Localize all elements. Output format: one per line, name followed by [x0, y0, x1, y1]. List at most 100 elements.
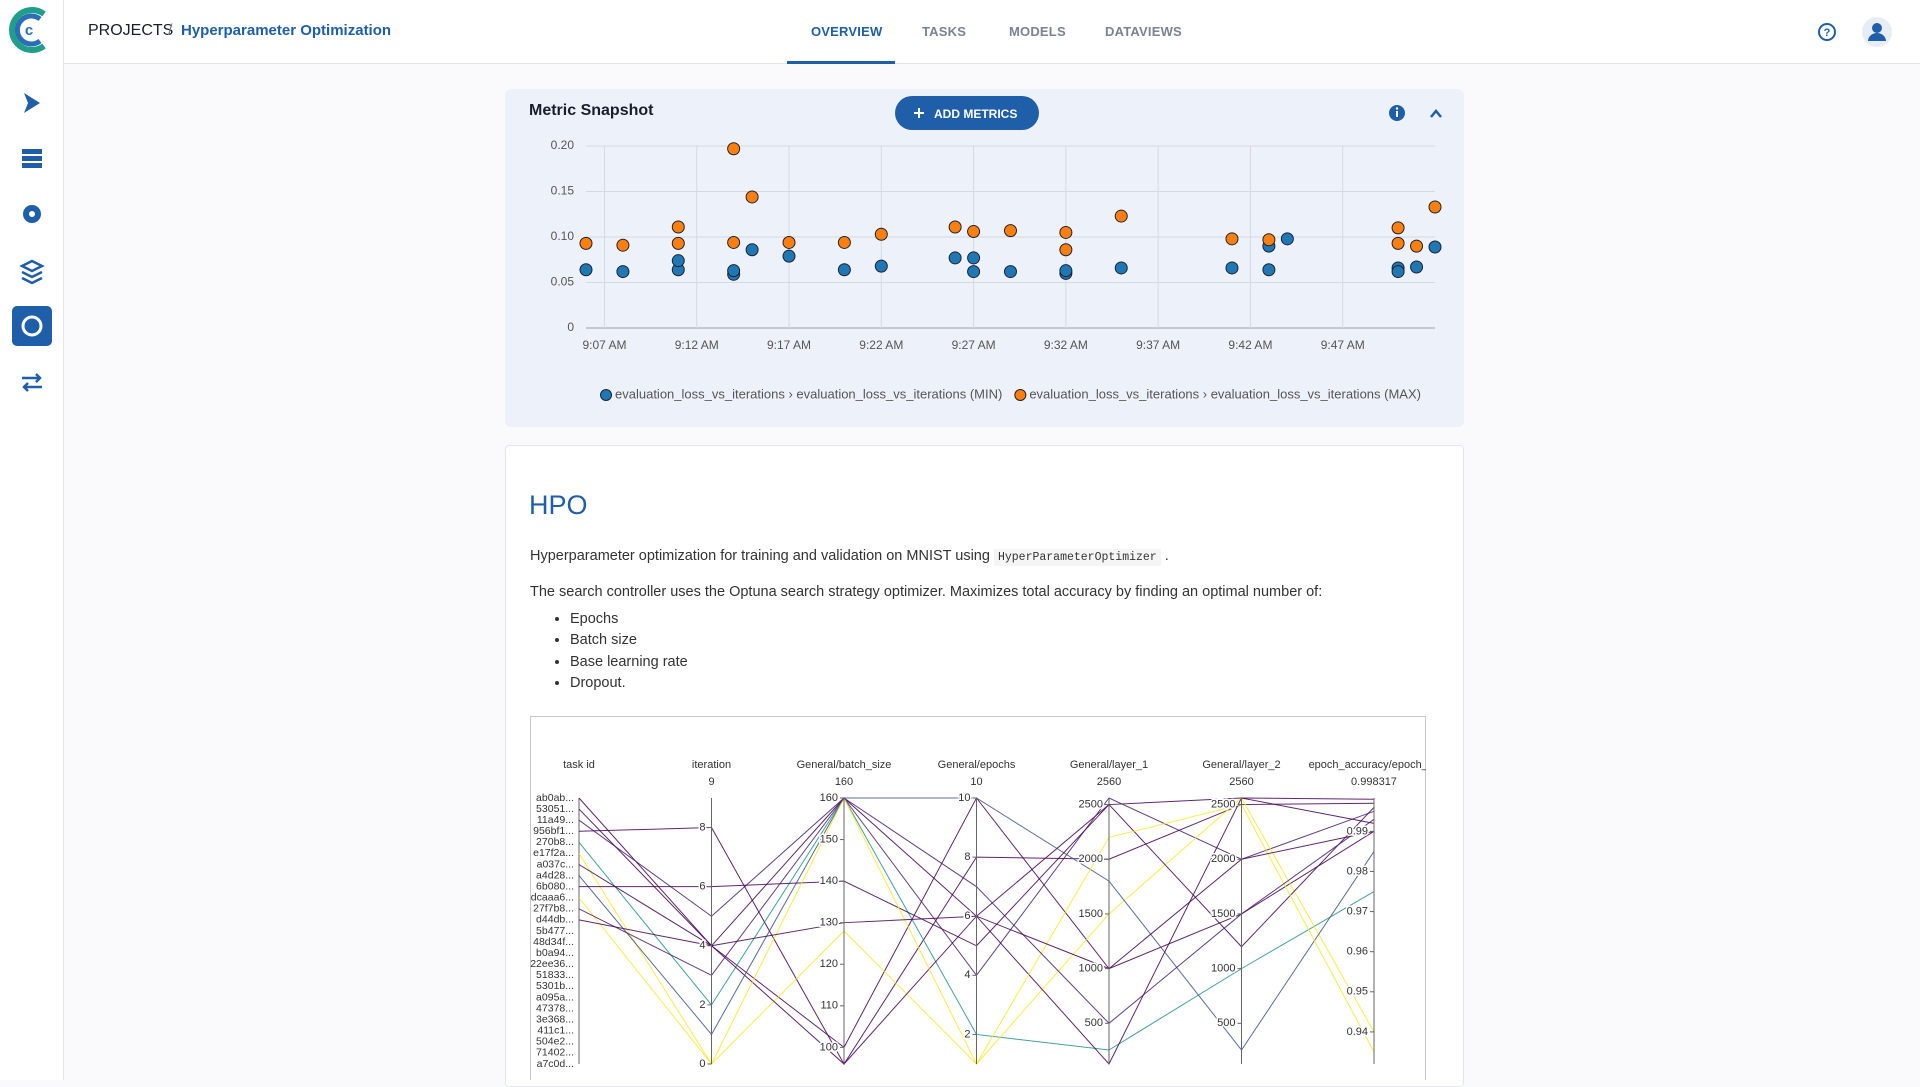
svg-text:?: ?	[1824, 27, 1831, 39]
axis-tick-label: 6	[964, 910, 970, 922]
axis-tick-label: 1500	[1211, 908, 1235, 920]
data-point	[1004, 224, 1017, 238]
axis-tick-label: 0.96	[1347, 946, 1368, 958]
axis-tick-label: 1000	[1211, 963, 1235, 975]
axis-tick-label: 150	[820, 833, 838, 845]
nav-models[interactable]	[19, 259, 45, 285]
data-point	[1428, 240, 1442, 254]
bullet-list: Epochs Batch size Base learning rate Dro…	[530, 609, 688, 695]
axis-tick-label: 2500	[1211, 798, 1235, 810]
tab[interactable]: MODELS	[1009, 24, 1066, 39]
axis-tick-label: 500	[1085, 1017, 1103, 1029]
data-point	[579, 263, 593, 277]
axis-tick-label: 2500	[1079, 798, 1103, 810]
readme-title: HPO	[529, 490, 588, 520]
task-connector	[578, 853, 712, 1065]
axis-tick-label: 2000	[1079, 853, 1103, 865]
task-id-label: 3e368...	[536, 1013, 574, 1025]
axis-tick-label: 0.95	[1347, 986, 1368, 998]
breadcrumb-project[interactable]: Hyperparameter Optimization	[181, 22, 392, 39]
collapse-icon[interactable]	[1430, 109, 1442, 118]
axis-tick-label: 0.94	[1347, 1026, 1368, 1038]
nav-datasets[interactable]	[22, 149, 42, 168]
x-tick-label: 9:07 AM	[582, 338, 626, 352]
data-point	[1391, 265, 1405, 279]
legend-marker	[600, 389, 613, 401]
axis-title: epoch_accuracy/epoch_ac	[1309, 759, 1426, 771]
help-icon[interactable]: ?	[1818, 23, 1836, 41]
plus-icon	[914, 108, 924, 118]
axis-tick-label: 0.99	[1347, 825, 1368, 837]
legend-label: evaluation_loss_vs_iterations › evaluati…	[1029, 386, 1421, 401]
axis-tick-label: 2	[699, 999, 705, 1011]
data-point	[579, 236, 593, 250]
top-bar	[64, 0, 1920, 64]
info-icon[interactable]	[1389, 105, 1405, 121]
data-point	[671, 220, 685, 234]
task-connector	[578, 827, 712, 832]
axis-tick-label: 4	[964, 969, 970, 981]
axis-tick-label: 0.98	[1347, 865, 1368, 877]
data-point	[1262, 263, 1276, 277]
task-connector	[578, 819, 712, 917]
nav-workers[interactable]	[23, 205, 41, 223]
task-id-label: 6b080...	[536, 880, 574, 892]
data-point	[782, 235, 796, 249]
data-point	[671, 236, 685, 250]
breadcrumb-root[interactable]: PROJECTS	[88, 22, 174, 39]
task-id-label: 48d34f...	[533, 936, 574, 948]
x-tick-label: 9:42 AM	[1228, 338, 1272, 352]
task-id-label: d44db...	[536, 914, 574, 926]
task-id-label: 22ee36...	[530, 958, 574, 970]
trial-line	[711, 797, 1375, 1024]
paragraph: The search controller uses the Optuna se…	[530, 584, 1323, 600]
task-id-label: 47378...	[536, 1002, 574, 1014]
task-id-label: b0a94...	[536, 947, 574, 959]
data-point	[948, 220, 962, 234]
metric-snapshot-card	[505, 89, 1464, 427]
legend-label: evaluation_loss_vs_iterations › evaluati…	[615, 386, 1002, 401]
data-point	[1410, 239, 1424, 253]
task-id-label: a095a...	[536, 991, 574, 1003]
trial-line	[711, 803, 1375, 948]
task-connector	[578, 808, 712, 947]
data-point	[782, 249, 796, 263]
task-id-label: 504e2...	[536, 1036, 574, 1048]
axis-title: General/layer_2	[1202, 759, 1280, 771]
data-point	[1225, 232, 1239, 246]
add-metrics-button[interactable]: ADD METRICS	[895, 96, 1039, 130]
task-connector	[578, 797, 712, 947]
tab[interactable]: DATAVIEWS	[1105, 24, 1182, 39]
nav-projects-active[interactable]	[12, 306, 52, 346]
tab[interactable]: TASKS	[922, 24, 967, 39]
logo[interactable]: c	[9, 7, 46, 53]
data-point	[616, 238, 630, 252]
nav-pipelines[interactable]	[24, 93, 40, 113]
axis-tick-label: 160	[820, 792, 838, 804]
data-point	[874, 259, 888, 273]
axis-title: task id	[563, 759, 595, 771]
data-point	[1114, 261, 1128, 275]
axis-tick-label: 0	[699, 1058, 705, 1070]
axis-title: General/batch_size	[797, 759, 892, 771]
data-point	[874, 227, 888, 241]
plot-frame	[530, 716, 1426, 1080]
tab[interactable]: OVERVIEW	[811, 24, 883, 39]
task-id-label: 5b477...	[536, 925, 574, 937]
axis-range-max: 2560	[1097, 776, 1121, 788]
y-tick-label: 0	[567, 320, 574, 334]
axis-tick-label: 0.97	[1347, 905, 1368, 917]
nav-reports[interactable]	[22, 373, 42, 392]
task-id-label: a7c0d...	[537, 1058, 574, 1070]
parallel-coordinates-chart: task id ab0ab...53051...11a49...956bf1...…	[530, 716, 1426, 1080]
data-point	[1059, 243, 1073, 257]
data-point	[1262, 233, 1276, 247]
data-point	[1059, 264, 1073, 278]
data-point	[1410, 260, 1424, 274]
axis-tick-label: 140	[820, 875, 838, 887]
user-avatar[interactable]	[1862, 17, 1892, 47]
y-tick-label: 0.15	[551, 184, 575, 198]
task-id-label: 270b8...	[536, 836, 574, 848]
task-id-label: 71402...	[536, 1047, 574, 1059]
sidebar-icons: c	[9, 7, 52, 392]
